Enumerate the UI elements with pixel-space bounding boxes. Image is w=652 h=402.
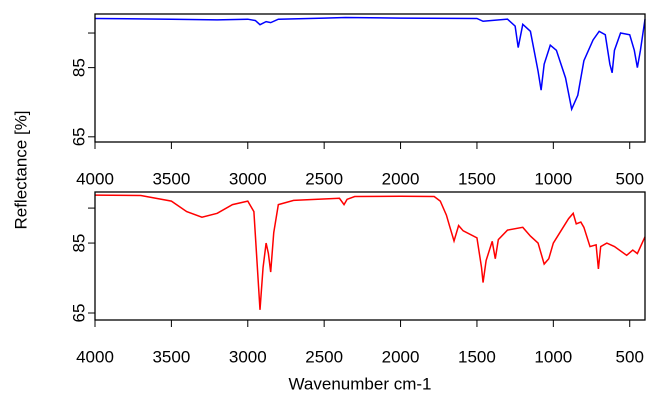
x-tick-label: 3500 <box>152 169 190 188</box>
spectrum-line <box>94 194 646 310</box>
x-tick-label: 1000 <box>534 169 572 188</box>
x-tick-label: 2000 <box>382 169 420 188</box>
x-tick-label: 1500 <box>458 347 496 366</box>
x-tick-label: 4000 <box>76 347 114 366</box>
x-axis-label: Wavenumber cm-1 <box>289 374 432 393</box>
x-tick-label: 4000 <box>76 169 114 188</box>
y-tick-label: 65 <box>69 127 88 146</box>
x-tick-label: 500 <box>616 169 644 188</box>
plot-frame <box>94 191 646 321</box>
plot-frame <box>94 13 646 143</box>
x-tick-label: 2500 <box>305 347 343 366</box>
y-tick-label: 85 <box>69 234 88 253</box>
y-tick-label: 85 <box>69 58 88 77</box>
x-tick-label: 500 <box>616 347 644 366</box>
x-tick-label: 3000 <box>229 169 267 188</box>
x-tick-label: 1500 <box>458 169 496 188</box>
x-tick-label: 3000 <box>229 347 267 366</box>
x-tick-label: 3500 <box>152 347 190 366</box>
y-tick-label: 65 <box>69 304 88 323</box>
x-tick-label: 2500 <box>305 169 343 188</box>
x-tick-label: 1000 <box>534 347 572 366</box>
y-axis-label: Reflectance [%] <box>11 110 30 229</box>
x-tick-label: 2000 <box>382 347 420 366</box>
spectrum-line <box>94 16 646 112</box>
